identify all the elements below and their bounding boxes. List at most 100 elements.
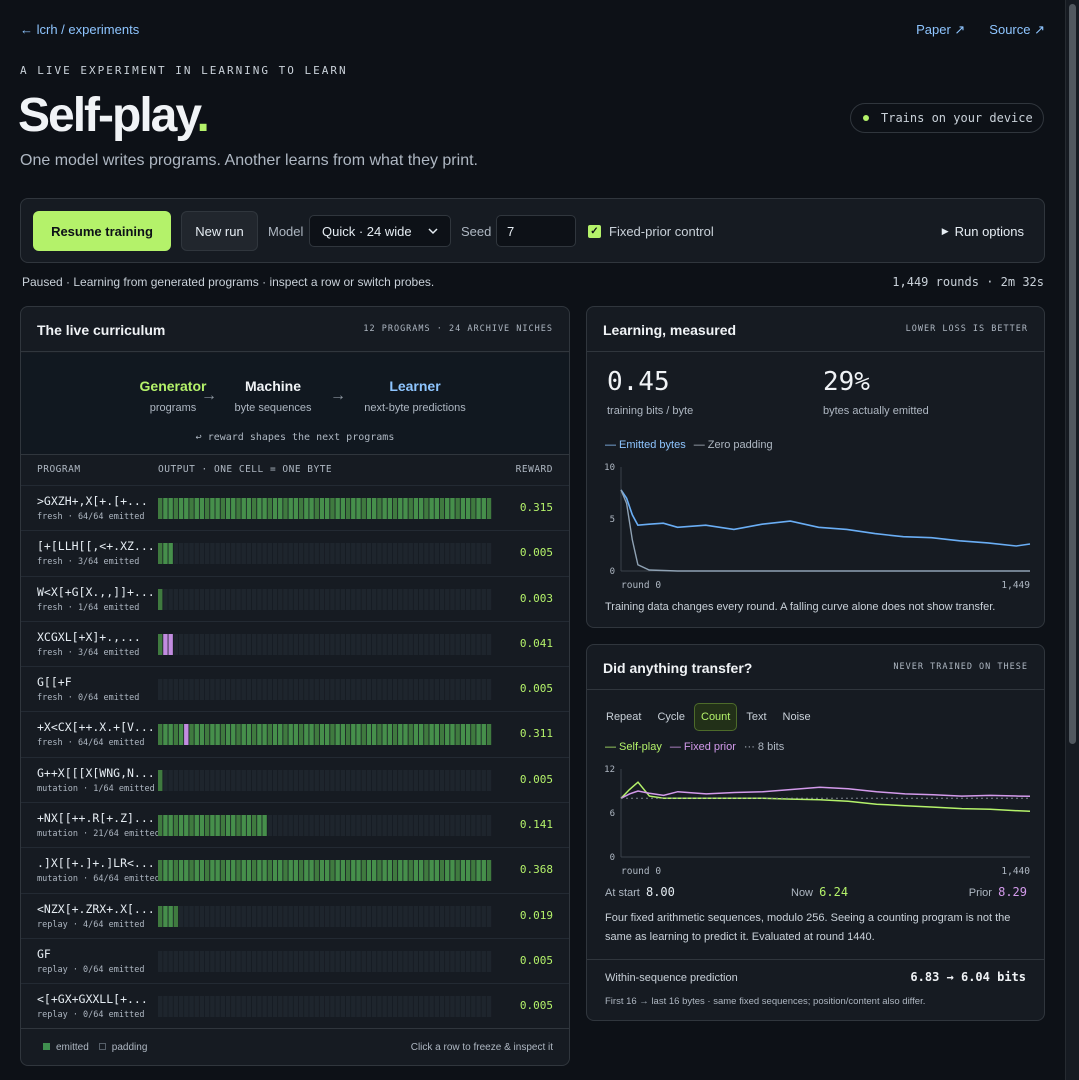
emitted-cell	[471, 724, 476, 746]
emitted-cell	[173, 815, 179, 837]
program-row[interactable]: G++X[[[X[WNG,N... mutation · 1/64 emitted…	[21, 756, 569, 802]
pipeline-node-learner: Learner next-byte predictions	[345, 378, 485, 414]
padding-cell	[439, 543, 445, 565]
device-badge: Trains on your device	[850, 103, 1044, 133]
tab-count[interactable]: Count	[694, 703, 738, 731]
padding-cell	[267, 633, 273, 655]
tab-noise[interactable]: Noise	[782, 711, 811, 723]
emitted-cell	[236, 860, 241, 882]
paper-link[interactable]: Paper ↗	[916, 22, 966, 37]
padding-cell	[199, 543, 205, 565]
program-row[interactable]: GF replay · 0/64 emitted 0.005	[21, 937, 569, 983]
emitted-cell	[288, 724, 293, 746]
padding-cell	[246, 633, 252, 655]
padding-cell	[204, 543, 210, 565]
padding-cell	[418, 996, 424, 1018]
program-row[interactable]: <[+GX+GXXLL[+... replay · 0/64 emitted 0.0…	[21, 983, 569, 1028]
padding-cell	[272, 996, 278, 1018]
seed-input[interactable]: 7	[496, 215, 576, 247]
program-code: XCGXL[+X]+.,...	[37, 629, 141, 644]
padding-cell	[314, 588, 319, 610]
legend-emitted-bytes[interactable]: — Emitted bytes	[605, 439, 686, 451]
program-row[interactable]: G[[+F fresh · 0/64 emitted 0.005	[21, 666, 569, 711]
emitted-cell	[163, 543, 168, 565]
legend-fixed-prior[interactable]: — Fixed prior	[669, 741, 736, 753]
padding-cell	[204, 769, 210, 791]
arrow-right-icon: →	[201, 387, 217, 404]
program-row[interactable]: .]X[[+.]+.]LR<... mutation · 64/64 emitte…	[21, 847, 569, 892]
byte-cells	[158, 860, 492, 882]
padding-cell	[288, 588, 293, 610]
emitted-cell	[418, 498, 424, 519]
source-link[interactable]: Source ↗	[989, 22, 1045, 37]
program-row[interactable]: W<X[+G[X.,,]]+... fresh · 1/64 emitted 0.0…	[21, 575, 569, 621]
arrow-right-icon: →	[330, 387, 346, 404]
emitted-cell	[439, 498, 445, 519]
emitted-cell	[168, 905, 173, 927]
padding-cell	[471, 950, 476, 972]
emitted-cell	[173, 905, 179, 927]
stat-value: 8.29	[998, 885, 1027, 899]
padding-cell	[163, 588, 168, 610]
resume-training-button[interactable]: Resume training	[33, 211, 171, 251]
padding-cell	[382, 815, 387, 837]
padding-cell	[418, 769, 424, 791]
model-select[interactable]: Quick · 24 wide	[309, 215, 451, 247]
y-tick-label: 12	[604, 765, 615, 775]
padding-cell	[194, 996, 199, 1018]
stat-bytes-emitted: 29% bytes actually emitted	[823, 367, 929, 417]
scrollbar-thumb[interactable]	[1069, 4, 1076, 744]
emitted-cell	[309, 724, 314, 746]
learning-caption: Training data changes every round. A fal…	[605, 601, 996, 613]
padding-cell	[251, 588, 257, 610]
padding-cell	[340, 950, 346, 972]
program-row[interactable]: +NX[[++.R[+.Z]... mutation · 21/64 emitte…	[21, 802, 569, 847]
padding-cell	[262, 950, 267, 972]
emitted-cell	[382, 860, 387, 882]
padding-cell	[158, 950, 163, 972]
emitted-cell	[356, 498, 361, 519]
tab-cycle[interactable]: Cycle	[657, 711, 685, 723]
program-row[interactable]: [+[LLH[[,<+.XZ... fresh · 3/64 emitted 0.0…	[21, 530, 569, 575]
padding-cell	[319, 905, 325, 927]
padding-cell	[314, 679, 319, 701]
padding-cell	[460, 905, 466, 927]
padding-cell	[455, 905, 460, 927]
padding-cell	[418, 543, 424, 565]
emitted-cell	[257, 724, 262, 746]
tab-text[interactable]: Text	[746, 711, 767, 723]
padding-cell	[288, 633, 293, 655]
pipeline-node-sub: next-byte predictions	[364, 402, 466, 414]
padding-cell	[361, 588, 366, 610]
emitted-cell	[215, 498, 220, 519]
padding-cell	[267, 679, 273, 701]
padding-cell	[387, 588, 393, 610]
padding-cell	[231, 679, 236, 701]
stat-label: Now	[791, 887, 814, 899]
legend-self-play[interactable]: — Self-play	[605, 741, 662, 753]
padding-cell	[231, 950, 236, 972]
back-link[interactable]: ← lcrh / experiments	[20, 22, 140, 37]
padding-cell	[178, 588, 184, 610]
padding-cell	[309, 950, 314, 972]
run-options-toggle[interactable]: ▶ Run options	[942, 211, 1024, 251]
padding-cell	[361, 679, 366, 701]
emitted-cell	[272, 498, 278, 519]
new-run-button[interactable]: New run	[181, 211, 258, 251]
legend-zero-padding[interactable]: — Zero padding	[693, 439, 773, 451]
padding-cell	[246, 905, 252, 927]
padding-cell	[382, 905, 387, 927]
padding-cell	[392, 633, 398, 655]
fixed-prior-checkbox[interactable]: ✓ Fixed-prior control	[588, 211, 714, 251]
padding-cell	[246, 588, 252, 610]
program-row[interactable]: <NZX[+.ZRX+.X[... replay · 4/64 emitted 0.…	[21, 892, 569, 938]
program-row[interactable]: >GXZH+,X[+.[+... fresh · 64/64 emitted 0.3…	[21, 485, 569, 530]
program-row[interactable]: XCGXL[+X]+.,... fresh · 3/64 emitted 0.041	[21, 620, 569, 666]
padding-cell	[371, 905, 377, 927]
tab-repeat[interactable]: Repeat	[606, 711, 642, 723]
program-row[interactable]: +X<CX[++.X.+[V... fresh · 64/64 emitted 0.…	[21, 711, 569, 756]
padding-cell	[429, 543, 434, 565]
page-scrollbar[interactable]	[1065, 0, 1079, 1080]
legend-8-bits[interactable]: ··· 8 bits	[743, 741, 785, 753]
emitted-cell	[382, 724, 387, 746]
